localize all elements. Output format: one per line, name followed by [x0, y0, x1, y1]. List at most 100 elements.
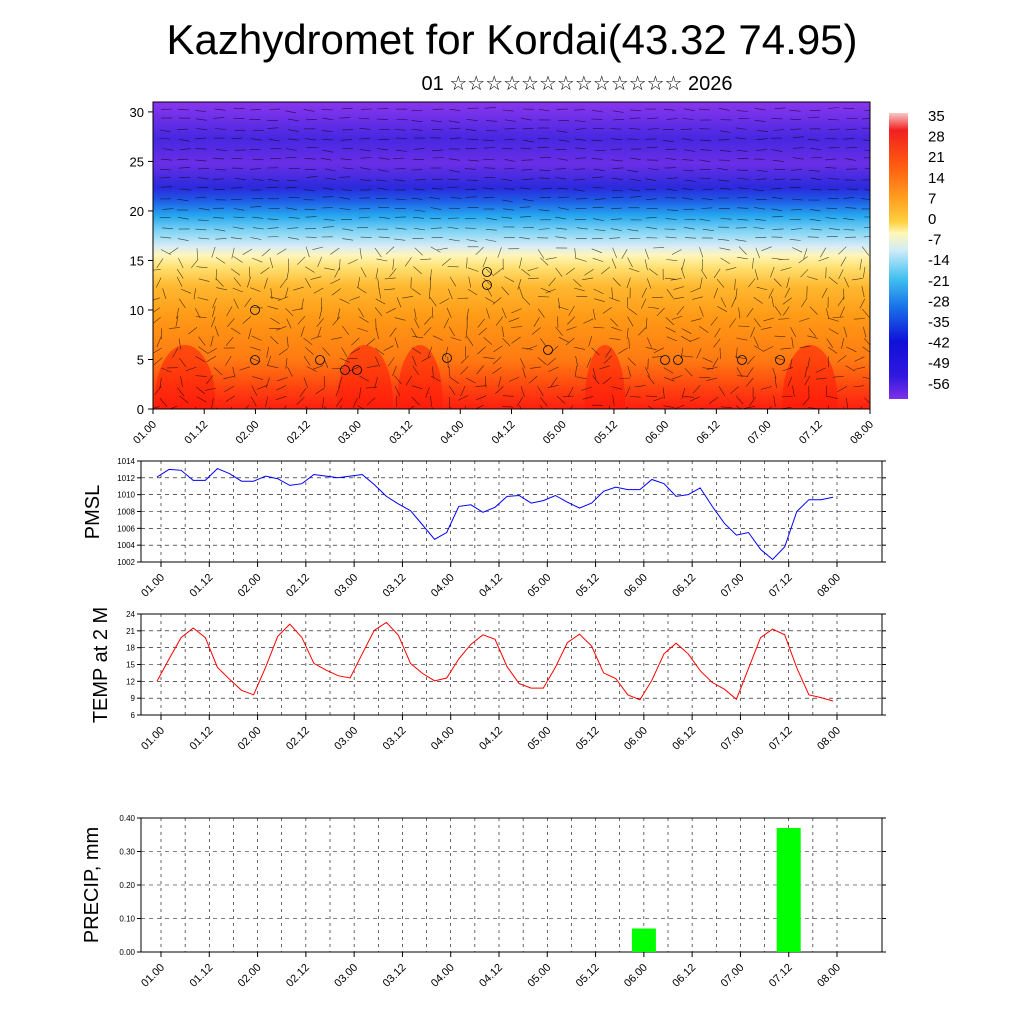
xtick-label: 01.12: [187, 962, 215, 990]
wind-barb: [250, 237, 262, 240]
calm-circle: [543, 345, 553, 355]
wind-barb: [377, 148, 389, 151]
xtick-label: 04.12: [477, 962, 505, 990]
wind-barb: [444, 346, 449, 358]
wind-barb: [519, 358, 526, 369]
wind-barb: [576, 198, 588, 200]
wind-barb: [832, 375, 844, 378]
wind-barb: [539, 169, 551, 172]
wind-barb: [648, 168, 660, 171]
wind-barb: [198, 336, 206, 346]
wind-barb: [629, 128, 641, 130]
wind-barb: [684, 179, 696, 182]
heat-ytick-label: 20: [130, 204, 144, 219]
wind-barb: [465, 327, 468, 339]
wind-barb: [825, 158, 837, 161]
wind-barb: [826, 338, 834, 348]
precip-ylabel: PRECIP, mm: [81, 827, 103, 943]
wind-barb: [303, 189, 315, 191]
xtick-label: 07.12: [767, 572, 795, 600]
wind-barb: [790, 326, 796, 337]
wind-barb: [508, 376, 520, 382]
wind-barb: [516, 396, 524, 407]
ytick-label: 0.20: [119, 881, 135, 890]
wind-barb: [861, 286, 865, 298]
wind-barb: [430, 269, 432, 281]
wind-barb: [612, 189, 624, 192]
wind-barb: [412, 355, 417, 367]
wind-barb: [224, 386, 235, 392]
wind-barb: [538, 177, 550, 179]
wind-barb: [784, 287, 791, 298]
heatmap-y-axis: 0 5 10 15 20 25 30: [130, 105, 153, 417]
wind-barb: [317, 326, 322, 338]
wind-barb: [195, 355, 205, 363]
wind-barb: [853, 385, 865, 388]
wind-barb: [573, 179, 586, 181]
wind-barb: [252, 158, 264, 161]
wind-barb: [843, 229, 855, 231]
wind-barb: [761, 386, 772, 390]
wind-barb: [180, 288, 192, 294]
wind-barb: [804, 375, 811, 386]
wind-barb: [448, 239, 460, 242]
wind-barb: [530, 366, 542, 369]
colorbar-labels: 35 28 21 14 7 0 -7 -14 -21 -28 -35 -42 -49 -56: [928, 108, 950, 393]
wind-barb: [729, 318, 737, 328]
wind-barb: [645, 347, 657, 351]
wind-barb: [285, 157, 297, 159]
wind-barb: [807, 335, 818, 339]
wind-barb: [753, 318, 761, 328]
wind-barb: [593, 326, 605, 329]
wind-barb: [268, 138, 280, 142]
wind-temp-cross-section: 0 5 10 15 20 25 30 01.00 01.12 02.00 02.12 03.00 03…: [130, 101, 876, 447]
xtick-label: 03.12: [381, 725, 409, 753]
wind-barb: [212, 297, 217, 309]
wind-barb: [792, 157, 804, 160]
wind-barb: [690, 287, 701, 293]
wind-barb: [324, 168, 336, 172]
wind-barb: [555, 326, 563, 336]
wind-barb: [197, 219, 209, 221]
wind-barb: [827, 395, 838, 399]
wind-barb: [731, 297, 737, 308]
wind-barb: [342, 167, 354, 170]
wind-barb: [838, 246, 847, 255]
wind-barb: [656, 307, 665, 317]
wind-barb: [825, 217, 837, 220]
wind-barb: [844, 158, 856, 161]
wind-barb: [653, 247, 665, 249]
wind-barb: [249, 168, 262, 170]
xtick-label: 04.00: [429, 962, 457, 990]
wind-barb: [196, 128, 208, 131]
wind-barb: [671, 315, 683, 320]
wind-barb: [215, 238, 227, 240]
wind-barb: [162, 208, 174, 210]
wind-barb: [168, 327, 180, 329]
wind-barb: [526, 345, 538, 350]
wind-barb: [465, 405, 466, 409]
wind-barb: [284, 287, 289, 299]
wind-barb: [319, 308, 323, 320]
wind-barb: [393, 179, 406, 182]
temp-y-axis: 6 9 12 15 18 21 24: [126, 610, 886, 720]
wind-barb: [195, 148, 207, 150]
wind-barb: [744, 406, 755, 409]
wind-barb: [357, 327, 368, 332]
wind-barb: [662, 140, 675, 142]
wind-barb: [432, 149, 444, 151]
wind-barb: [360, 236, 372, 238]
wind-barb: [807, 139, 819, 141]
wind-barb: [843, 326, 848, 338]
wind-barb: [251, 385, 258, 396]
wind-barb: [846, 346, 857, 353]
heat-ytick-label: 30: [130, 105, 144, 120]
wind-barb: [439, 298, 450, 305]
wind-barb: [755, 149, 767, 151]
wind-barb: [555, 177, 567, 180]
wind-barb: [610, 128, 622, 130]
wind-barb: [474, 404, 484, 409]
wind-barb: [477, 346, 486, 355]
wind-barb: [718, 108, 730, 111]
wind-barb: [502, 337, 511, 347]
